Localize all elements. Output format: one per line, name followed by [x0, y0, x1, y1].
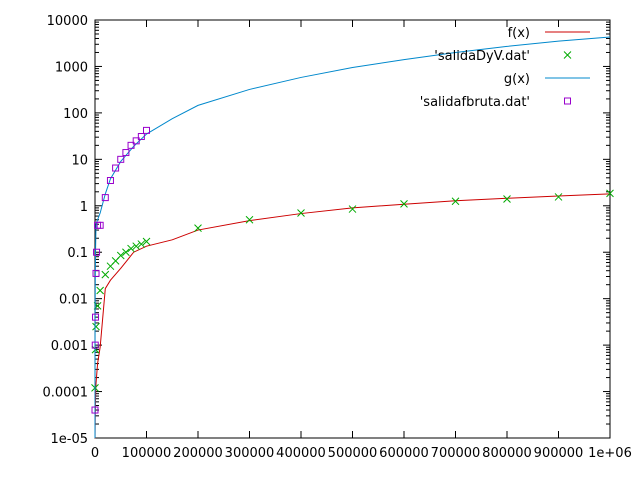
data-point-stroke	[96, 286, 105, 295]
series-0	[94, 193, 611, 439]
plot-border	[94, 19, 611, 439]
data-point	[554, 193, 563, 201]
data-point	[92, 313, 100, 321]
data-point	[400, 200, 408, 208]
data-point	[142, 237, 151, 246]
legend-label: g(x)	[504, 72, 530, 87]
data-point	[96, 286, 105, 295]
data-point	[137, 133, 145, 141]
data-point	[93, 248, 101, 256]
y-tick-label: 1	[80, 200, 88, 215]
x-tick-label: 100000	[122, 446, 172, 461]
data-point-stroke	[245, 215, 254, 224]
legend-label: 'salidafbruta.dat'	[420, 95, 530, 110]
data-point	[122, 149, 130, 157]
y-tick-label: 10	[71, 153, 88, 168]
data-point	[92, 269, 100, 277]
y-tick-label: 100	[63, 107, 88, 122]
x-tick-label: 900000	[534, 446, 584, 461]
data-point-stroke	[400, 200, 408, 208]
data-point-stroke	[101, 270, 110, 279]
y-tick-label: 10000	[47, 14, 88, 29]
data-point-stroke	[606, 189, 614, 198]
legend-swatch-marker	[564, 97, 571, 105]
data-point	[503, 195, 511, 203]
data-point	[127, 244, 135, 253]
data-point-stroke	[451, 197, 460, 206]
data-point	[101, 194, 109, 202]
data-point	[143, 126, 150, 134]
data-point	[96, 221, 104, 229]
x-tick-label: 400000	[276, 446, 326, 461]
x-tick-label: 1e+06	[588, 446, 632, 461]
legend-item: g(x)	[504, 72, 590, 87]
y-tick-label: 0.0001	[43, 386, 89, 401]
data-point-stroke	[127, 244, 135, 253]
data-point	[101, 270, 110, 279]
legend-item: 'salidafbruta.dat'	[420, 95, 571, 110]
x-tick-label: 500000	[328, 446, 378, 461]
legend-item: f(x)	[508, 26, 590, 41]
series-line	[94, 193, 611, 439]
y-tick-label: 0.1	[67, 246, 88, 261]
series-2	[94, 36, 611, 439]
x-tick-label: 600000	[379, 446, 429, 461]
data-point	[127, 141, 135, 149]
data-point-stroke	[554, 193, 563, 201]
series-line	[94, 36, 611, 439]
data-point	[194, 224, 202, 232]
data-point-stroke	[116, 251, 125, 260]
y-tick-label: 0.01	[59, 293, 88, 308]
y-axis: 1e-05 0.0001 0.001 0.01 0.1 1 10 100 1000 10000	[43, 14, 610, 447]
legend-item: 'salidaDyV.dat'	[434, 49, 572, 64]
data-point-stroke	[137, 240, 146, 248]
data-point	[137, 240, 146, 248]
data-point	[245, 215, 254, 224]
data-point	[112, 164, 120, 172]
data-point	[451, 197, 460, 206]
data-point-stroke	[142, 237, 151, 246]
data-point-stroke	[297, 209, 305, 217]
data-point	[132, 137, 140, 145]
data-point	[117, 155, 125, 163]
series-layer	[91, 36, 614, 439]
data-point	[91, 406, 99, 414]
data-point	[606, 189, 614, 198]
data-point-stroke	[503, 195, 511, 203]
data-point	[91, 341, 99, 349]
data-point	[297, 209, 305, 217]
x-tick-label: 0	[91, 446, 99, 461]
x-tick-label: 800000	[482, 446, 532, 461]
x-axis: 0 100000 200000 300000 400000 500000 600000 700…	[91, 20, 632, 461]
data-point-stroke	[122, 248, 130, 257]
plot-area-frame	[94, 19, 611, 439]
series-3	[91, 126, 150, 414]
x-tick-label: 200000	[173, 446, 223, 461]
legend: f(x) 'salidaDyV.dat' g(x) 'salidafbruta.dat…	[420, 26, 590, 110]
legend-label: 'salidaDyV.dat'	[434, 49, 530, 64]
data-point	[132, 242, 141, 251]
x-tick-label: 700000	[431, 446, 481, 461]
data-point-stroke	[348, 205, 357, 213]
y-tick-label: 1000	[55, 60, 88, 75]
series-1	[91, 189, 614, 392]
y-tick-label: 1e-05	[50, 432, 88, 447]
data-point-stroke	[194, 224, 202, 232]
data-point	[106, 177, 114, 185]
data-point	[348, 205, 357, 213]
data-point-stroke	[132, 242, 141, 251]
data-point-stroke	[92, 322, 100, 331]
data-point	[116, 251, 125, 260]
x-tick-label: 300000	[225, 446, 275, 461]
data-point	[92, 322, 100, 331]
y-tick-label: 0.001	[51, 339, 88, 354]
data-point	[122, 248, 130, 257]
legend-swatch-marker	[563, 51, 572, 59]
legend-label: f(x)	[508, 26, 530, 41]
